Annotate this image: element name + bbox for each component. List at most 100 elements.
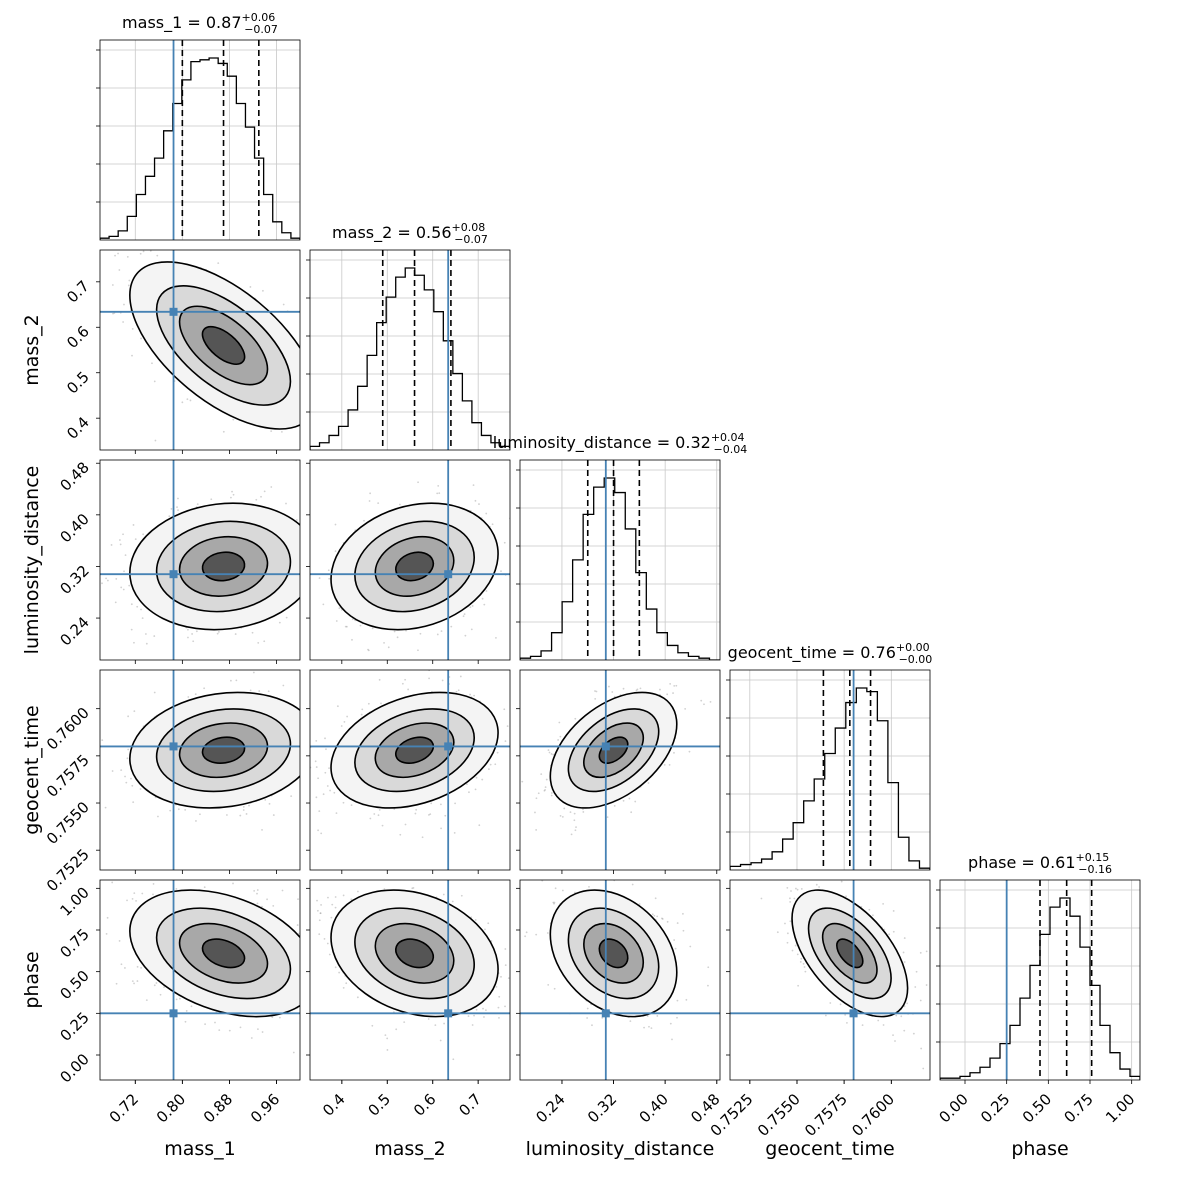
sample-point: [673, 684, 676, 687]
y-tick-label: 0.7550: [43, 798, 93, 848]
sample-point: [639, 687, 642, 690]
sample-point: [278, 1016, 281, 1019]
truth-marker: [444, 742, 453, 751]
truth-marker: [444, 570, 453, 579]
sample-point: [317, 829, 319, 832]
sample-point: [94, 928, 96, 930]
sample-point: [454, 802, 457, 805]
sample-point: [308, 539, 310, 541]
sample-point: [417, 481, 419, 484]
sample-point: [504, 740, 507, 743]
sample-point: [104, 806, 107, 809]
sample-point: [559, 735, 562, 738]
sample-point: [474, 788, 477, 791]
sample-point: [440, 630, 443, 633]
density-contour: [394, 736, 435, 764]
sample-point: [106, 916, 109, 919]
sample-point: [124, 967, 126, 969]
sample-point: [559, 815, 562, 817]
sample-point: [628, 797, 631, 800]
sample-point: [594, 697, 597, 700]
sample-point: [319, 712, 321, 714]
histogram-mass_1: [100, 57, 300, 240]
sample-point: [320, 832, 323, 835]
sample-point: [132, 524, 135, 526]
sample-point: [544, 786, 547, 788]
sample-point: [140, 608, 142, 611]
sample-point: [608, 685, 610, 688]
sample-point: [250, 1037, 253, 1039]
sample-point: [298, 637, 300, 639]
sample-point: [257, 641, 260, 644]
sample-point: [239, 1026, 242, 1029]
sample-point: [184, 1020, 187, 1023]
sample-point: [404, 678, 407, 681]
sample-point: [302, 350, 304, 352]
sample-point: [139, 788, 142, 790]
sample-point: [124, 775, 126, 778]
sample-point: [314, 991, 316, 993]
panel-frame: [99, 459, 301, 661]
sample-point: [319, 759, 321, 761]
sample-point: [563, 807, 566, 810]
sample-point: [325, 972, 327, 974]
sample-point: [534, 811, 536, 814]
sample-point: [190, 1005, 193, 1008]
sample-point: [179, 997, 181, 1000]
sample-point: [302, 949, 304, 951]
sample-point: [194, 693, 197, 696]
y-tick-label: 0.24: [56, 613, 92, 649]
sample-point: [428, 814, 430, 816]
sample-point: [126, 899, 128, 902]
sample-point: [669, 682, 672, 685]
sample-point: [217, 866, 219, 868]
sample-point: [272, 814, 275, 816]
sample-point: [483, 603, 486, 606]
sample-point: [311, 709, 313, 711]
sample-point: [317, 777, 320, 780]
sample-point: [305, 996, 307, 998]
sample-point: [328, 407, 330, 409]
sample-point: [230, 679, 232, 682]
sample-point: [305, 717, 307, 719]
sample-point: [304, 560, 306, 562]
panel-frame: [99, 249, 301, 451]
sample-point: [253, 889, 256, 892]
histogram-geocent_time: [730, 687, 930, 870]
sample-point: [311, 961, 313, 963]
sample-point: [574, 717, 577, 720]
sample-point: [136, 965, 139, 968]
sample-point: [127, 284, 130, 287]
sample-point: [495, 637, 497, 639]
sample-point: [307, 1048, 309, 1050]
sample-point: [282, 303, 285, 306]
sample-point: [485, 661, 487, 663]
sample-point: [133, 710, 136, 713]
sample-point: [156, 254, 159, 257]
sample-point: [540, 773, 543, 776]
sample-point: [242, 809, 245, 811]
sample-point: [666, 693, 669, 696]
sample-point: [328, 767, 330, 770]
sample-point: [175, 887, 178, 890]
y-tick-label: 0.7: [63, 277, 93, 307]
sample-point: [187, 696, 190, 698]
sample-point: [622, 799, 625, 802]
sample-point: [152, 893, 154, 896]
sample-point: [308, 520, 310, 522]
sample-point: [118, 269, 121, 271]
sample-point: [285, 616, 288, 619]
sample-point: [321, 578, 323, 580]
sample-point: [325, 1046, 327, 1048]
sample-point: [535, 797, 538, 800]
sample-point: [367, 702, 370, 705]
sample-point: [305, 1021, 307, 1023]
sample-point: [271, 1016, 274, 1019]
sample-point: [322, 793, 325, 796]
sample-point: [263, 490, 266, 493]
sample-point: [131, 784, 134, 787]
sample-point: [322, 559, 324, 561]
sample-point: [414, 812, 417, 815]
